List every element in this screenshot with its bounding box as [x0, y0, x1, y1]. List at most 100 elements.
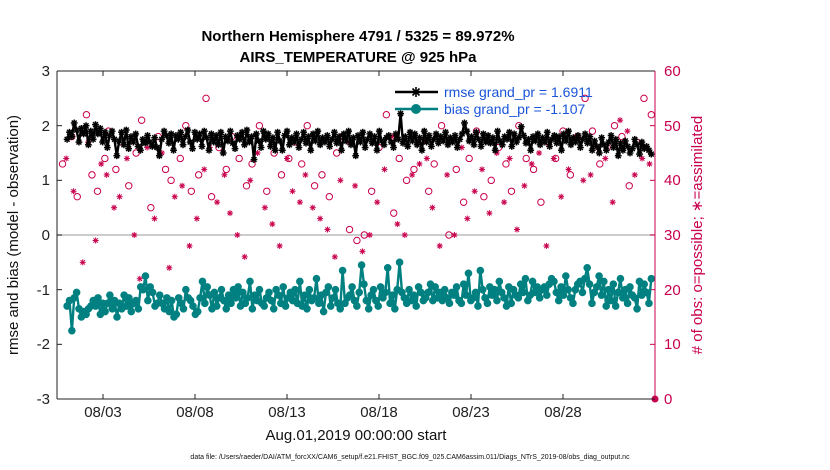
bias-point — [569, 299, 577, 308]
rmse-point — [255, 137, 263, 145]
obs-possible-point — [255, 121, 264, 130]
obs-possible-point — [424, 187, 433, 195]
rmse-point — [215, 141, 222, 149]
rmse-point — [312, 137, 319, 145]
obs-possible-point — [452, 165, 460, 174]
rmse-point — [534, 130, 542, 138]
y-tick-label: 2 — [42, 118, 50, 135]
obs-assimilated-point — [221, 171, 228, 178]
bias-point — [182, 285, 190, 294]
bias-point — [535, 294, 544, 302]
obs-possible-point — [502, 160, 510, 168]
bias-point — [602, 302, 610, 310]
obs-possible-point — [480, 193, 488, 201]
bias-point — [514, 294, 523, 302]
y-tick-label: -2 — [37, 336, 50, 353]
obs-assimilated-point — [309, 204, 316, 211]
bias-point — [507, 299, 516, 308]
rmse-point — [300, 128, 308, 136]
rmse-point — [108, 127, 116, 135]
rmse-point — [210, 138, 218, 146]
rmse-point — [581, 130, 589, 138]
rmse-point — [85, 141, 92, 149]
obs-possible-point — [367, 187, 376, 195]
bias-point — [217, 285, 226, 294]
obs-assimilated-point — [171, 193, 178, 200]
bias-point — [623, 299, 632, 308]
bias-point — [630, 294, 639, 302]
rmse-point — [418, 146, 426, 154]
y2-tick-label: 60 — [664, 63, 681, 80]
rmse-point — [593, 143, 601, 150]
rmse-point — [323, 132, 331, 139]
obs-assimilated-point — [536, 150, 543, 156]
bias-point — [291, 285, 299, 294]
obs-assimilated-point — [587, 171, 594, 178]
rmse-point — [345, 127, 352, 135]
bias-point — [165, 307, 174, 316]
bias-point — [196, 294, 204, 302]
bias-point — [101, 307, 109, 316]
bias-point — [300, 291, 309, 299]
rmse-point — [137, 146, 144, 154]
rmse-point — [262, 135, 270, 143]
bias-point — [360, 280, 368, 289]
obs-assimilated-point — [302, 171, 309, 178]
rmse-point — [558, 146, 565, 154]
rmse-point — [366, 130, 374, 138]
rmse-point — [565, 127, 572, 135]
rmse-point — [286, 141, 293, 149]
obs-possible-point — [537, 198, 545, 206]
obs-assimilated-point — [479, 166, 486, 173]
bias-point — [255, 285, 264, 294]
bias-point — [94, 294, 102, 302]
bias-point — [611, 302, 620, 310]
obs-assimilated-point — [166, 264, 173, 271]
rmse-point — [453, 144, 461, 151]
obs-assimilated-point — [401, 232, 408, 238]
rmse-point — [494, 127, 501, 135]
rmse-point — [82, 122, 90, 130]
bias-point — [212, 302, 221, 310]
bias-point — [417, 288, 425, 297]
bias-point — [125, 294, 133, 302]
rmse-point — [283, 127, 291, 135]
rmse-point — [543, 128, 551, 136]
rmse-point — [129, 138, 137, 146]
bias-point — [519, 288, 527, 297]
rmse-point — [413, 141, 421, 149]
bias-point — [457, 299, 466, 308]
bias-point — [391, 304, 399, 313]
y2-tick-label: 30 — [664, 227, 681, 244]
obs-assimilated-point — [92, 237, 99, 244]
rmse-point — [293, 130, 300, 138]
bias-point — [388, 291, 397, 299]
obs-possible-point — [194, 171, 203, 179]
rmse-point — [491, 146, 499, 154]
rmse-point — [80, 130, 88, 138]
bias-point — [139, 285, 147, 294]
obs-possible-point — [207, 193, 216, 201]
rmse-point — [248, 133, 256, 140]
bias-point — [619, 294, 627, 302]
bias-point — [239, 288, 247, 297]
obs-possible-point — [235, 154, 243, 163]
rmse-point — [125, 145, 133, 153]
obs-assimilated-point — [580, 177, 587, 184]
rmse-point — [600, 141, 608, 149]
bias-point — [172, 310, 181, 319]
bias-point — [550, 277, 558, 286]
bias-point — [633, 304, 641, 313]
bias-point — [269, 304, 278, 313]
bias-point — [431, 283, 440, 291]
rmse-point — [444, 141, 452, 149]
rmse-point — [96, 125, 104, 132]
rmse-point — [113, 152, 121, 160]
rmse-point — [475, 135, 483, 143]
rmse-point — [574, 132, 582, 139]
y-tick-label: 3 — [42, 63, 50, 80]
rmse-point — [304, 133, 312, 140]
obs-possible-point — [382, 111, 391, 119]
bias-point — [310, 294, 318, 302]
obs-possible-point — [353, 236, 361, 245]
